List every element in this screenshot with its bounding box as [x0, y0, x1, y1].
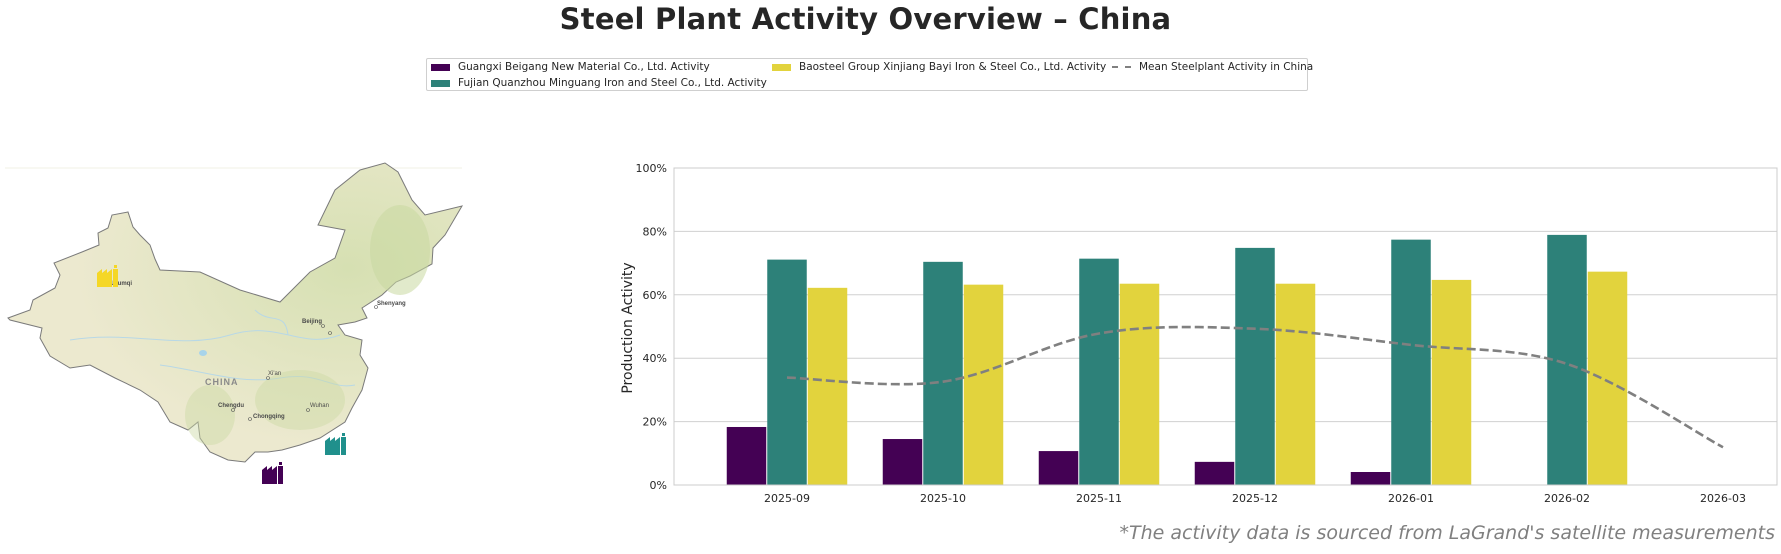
- factory-marker-guangxi[interactable]: [262, 462, 283, 484]
- x-tick-label: 2026-02: [1544, 492, 1590, 505]
- legend-label: Guangxi Beigang New Material Co., Ltd. A…: [458, 61, 710, 73]
- legend-item-baosteel: Baosteel Group Xinjiang Bayi Iron & Stee…: [772, 60, 1106, 74]
- bar-baosteel: [807, 287, 848, 485]
- bar-guangxi: [1038, 451, 1079, 485]
- plot-frame: [673, 167, 1778, 486]
- city-dot: [328, 331, 332, 335]
- y-tick-label: 60%: [643, 289, 667, 302]
- city-dot: [306, 408, 310, 412]
- bar-baosteel: [1431, 279, 1472, 485]
- bar-baosteel: [1119, 283, 1160, 485]
- factory-icon: [325, 433, 346, 455]
- x-tick-label: 2025-11: [1076, 492, 1122, 505]
- city-label-wuhan: Wuhan: [310, 403, 329, 409]
- x-tick-label: 2026-03: [1700, 492, 1746, 505]
- bars: [726, 234, 1628, 485]
- legend-item-guangxi: Guangxi Beigang New Material Co., Ltd. A…: [431, 60, 710, 74]
- factory-marker-baosteel[interactable]: [97, 265, 118, 287]
- bar-baosteel: [963, 284, 1004, 485]
- legend-label: Baosteel Group Xinjiang Bayi Iron & Stee…: [799, 61, 1107, 73]
- axes: 0% 20% 40% 60% 80% 100% 2025-09 2025-10 2025-11 2…: [636, 162, 1778, 505]
- city-label-beijing: Beijing: [302, 319, 322, 325]
- bar-guangxi: [726, 426, 767, 485]
- river: [69, 330, 341, 342]
- terrain-patch: [255, 370, 345, 430]
- y-axis-label: Production Activity: [620, 262, 636, 393]
- terrain-patch: [370, 205, 430, 295]
- footnote: *The activity data is sourced from LaGra…: [1119, 522, 1775, 544]
- bar-fujian: [1079, 258, 1119, 485]
- x-tick-label: 2025-10: [920, 492, 966, 505]
- mean-activity-line: [786, 325, 1724, 449]
- y-tick-label: 80%: [643, 225, 667, 238]
- city-dot: [266, 376, 270, 380]
- river: [254, 309, 289, 336]
- city-label-chengdu: Chengdu: [218, 403, 244, 409]
- lake: [199, 350, 207, 356]
- legend-swatch-fujian: [431, 79, 450, 87]
- bar-fujian: [1547, 234, 1587, 485]
- factory-marker-fujian[interactable]: [325, 433, 346, 455]
- city-label-shenyang: Shenyang: [377, 301, 406, 307]
- page-title: Steel Plant Activity Overview – China: [559, 2, 1172, 36]
- y-tick-label: 20%: [643, 416, 667, 429]
- x-tick-label: 2025-09: [764, 492, 810, 505]
- china-map: Urumqi Beijing Shenyang Xi'an Chengdu Ch…: [5, 162, 464, 484]
- bar-fujian: [1235, 247, 1275, 485]
- bar-fujian: [1391, 239, 1431, 485]
- y-tick-label: 40%: [643, 352, 667, 365]
- mean-line-layer: [786, 325, 1724, 449]
- y-tick-label: 100%: [636, 162, 667, 175]
- legend-swatch-baosteel: [772, 63, 791, 71]
- factory-icon: [262, 462, 283, 484]
- y-tick-label: 0%: [650, 479, 667, 492]
- bar-baosteel: [1587, 271, 1628, 485]
- country-label: CHINA: [205, 377, 239, 387]
- city-label-chongqing: Chongqing: [253, 414, 285, 420]
- bar-fujian: [923, 261, 963, 485]
- city-label-urumqi: Urumqi: [111, 281, 132, 287]
- city-dot: [231, 408, 235, 412]
- city-dot: [374, 305, 378, 309]
- legend-item-mean: Mean Steelplant Activity in China: [1112, 60, 1313, 74]
- legend-swatch-guangxi: [431, 63, 450, 71]
- legend-dash-mean: [1112, 66, 1131, 68]
- city-label-xian: Xi'an: [268, 371, 281, 377]
- x-tick-label: 2025-12: [1232, 492, 1278, 505]
- legend-label: Fujian Quanzhou Minguang Iron and Steel …: [458, 77, 767, 89]
- city-dot: [321, 324, 325, 328]
- factory-icon: [97, 265, 118, 287]
- chart-legend: Guangxi Beigang New Material Co., Ltd. A…: [426, 58, 1313, 91]
- city-dot: [248, 417, 252, 421]
- legend-label: Mean Steelplant Activity in China: [1139, 61, 1314, 73]
- bar-guangxi: [1194, 461, 1235, 485]
- bar-guangxi: [1350, 472, 1391, 485]
- legend-item-fujian: Fujian Quanzhou Minguang Iron and Steel …: [431, 76, 767, 90]
- x-tick-label: 2026-01: [1388, 492, 1434, 505]
- terrain-patch: [185, 385, 235, 445]
- bar-guangxi: [882, 439, 923, 485]
- river: [159, 364, 356, 387]
- bar-fujian: [767, 259, 807, 485]
- bar-baosteel: [1275, 283, 1316, 485]
